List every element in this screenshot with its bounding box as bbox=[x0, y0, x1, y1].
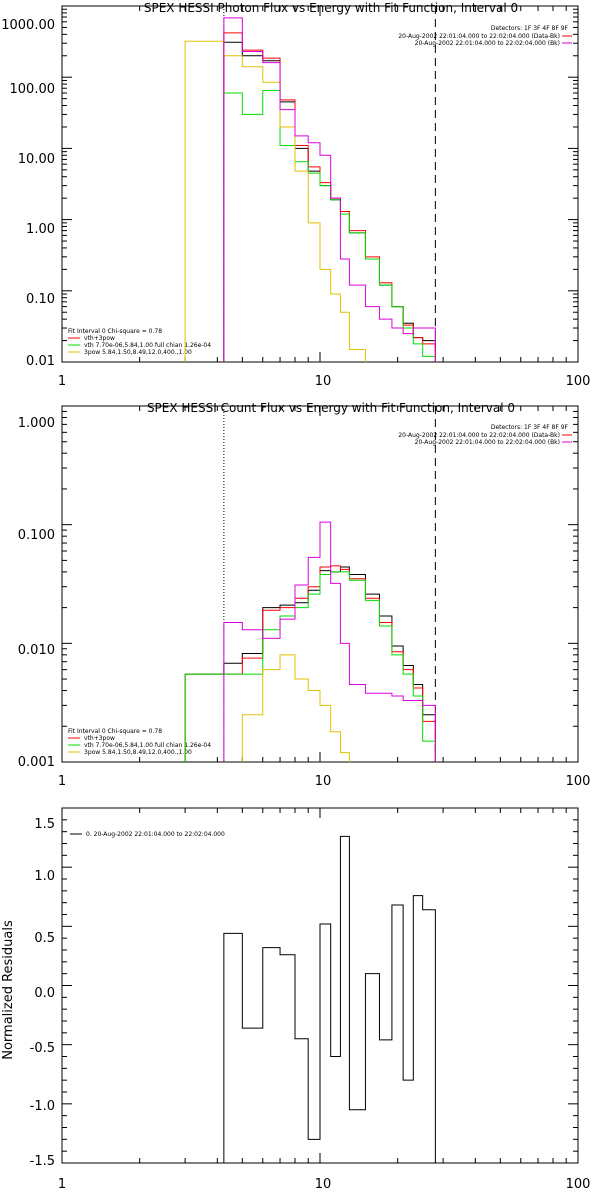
p1-header-detectors: Detectors: 1F 3F 4F 8F 9F bbox=[491, 25, 569, 32]
p3-ytick-1.5: 1.5 bbox=[34, 817, 55, 832]
p2-xtick-1: 1 bbox=[58, 774, 66, 789]
p1-header-data-interval: 20-Aug-2002 22:01:04.000 to 22:02:04.000… bbox=[398, 33, 560, 40]
p3-xtick-10: 10 bbox=[315, 1177, 332, 1192]
photon-flux-panel: SPEX HESSI Photon Flux vs Energy with Fi… bbox=[1, 1, 590, 389]
photon-flux-title: SPEX HESSI Photon Flux vs Energy with Fi… bbox=[144, 1, 518, 15]
p1-xtick-10: 10 bbox=[315, 374, 332, 389]
p1-series-red bbox=[223, 32, 436, 362]
residuals-panel: Normalized Residuals 1.5 1.0 0.5 0.0 -0.… bbox=[1, 817, 590, 1192]
p1-xtick-1: 1 bbox=[58, 374, 66, 389]
p3-ytick-0.5: 0.5 bbox=[34, 931, 55, 946]
p1-xtick-100: 100 bbox=[566, 374, 591, 389]
p2-legend-3pow: 3pow 5.84,1.50,8.49,12.0,400.,1.00 bbox=[84, 749, 192, 756]
p1-ytick-1000: 1000.00 bbox=[1, 18, 55, 33]
p1-series-black bbox=[223, 41, 436, 362]
p1-series-green bbox=[223, 90, 436, 362]
count-flux-panel: SPEX HESSI Count Flux vs Energy with Fit… bbox=[18, 401, 591, 789]
p1-ytick-0.1: 0.10 bbox=[26, 292, 55, 307]
p2-series-magenta bbox=[223, 521, 436, 762]
p2-ytick-1: 1.000 bbox=[18, 416, 55, 431]
p3-ytick-1.0: 1.0 bbox=[34, 869, 55, 884]
p3-legend-interval: 0. 20-Aug-2002 22:01:04.000 to 22:02:04.… bbox=[86, 831, 225, 838]
p3-xtick-100: 100 bbox=[566, 1177, 591, 1192]
p1-ytick-100: 100.00 bbox=[10, 82, 56, 97]
p2-legend-model: vth+3pow bbox=[84, 735, 115, 742]
p2-ytick-0.1: 0.100 bbox=[18, 528, 55, 543]
p2-xtick-100: 100 bbox=[566, 774, 591, 789]
p2-header-detectors: Detectors: 1F 3F 4F 8F 9F bbox=[491, 424, 569, 431]
p1-ytick-10: 10.00 bbox=[18, 152, 55, 167]
p2-legend-vth: vth 7.70e-06,5.84,1.00 full chian 1.26e-… bbox=[84, 742, 211, 749]
p2-ytick-0.001: 0.001 bbox=[18, 755, 55, 770]
p2-xtick-10: 10 bbox=[315, 774, 332, 789]
p1-ytick-1: 1.00 bbox=[26, 222, 55, 237]
p2-header-data-interval: 20-Aug-2002 22:01:04.000 to 22:02:04.000… bbox=[398, 432, 560, 439]
count-flux-title: SPEX HESSI Count Flux vs Energy with Fit… bbox=[147, 401, 515, 415]
p3-ytick-neg1.5: -1.5 bbox=[30, 1154, 55, 1169]
p2-series-yellow bbox=[241, 654, 350, 762]
residuals-ylabel: Normalized Residuals bbox=[1, 920, 16, 1060]
p3-ytick-0.0: 0.0 bbox=[34, 986, 55, 1001]
p3-series-black bbox=[223, 835, 436, 1163]
p1-series-yellow bbox=[184, 40, 366, 362]
p1-header-bk-interval: 20-Aug-2002 22:01:04.000 to 22:02:04.000… bbox=[415, 40, 560, 47]
p1-series-magenta bbox=[223, 17, 436, 362]
p3-ytick-neg1.0: -1.0 bbox=[30, 1099, 55, 1114]
p1-legend-fit: Fit Interval 0 Chi-square = 0.78 bbox=[68, 328, 162, 335]
p2-series-black bbox=[184, 566, 436, 762]
p1-ytick-0.01: 0.01 bbox=[26, 354, 55, 369]
p2-header-bk-interval: 20-Aug-2002 22:01:04.000 to 22:02:04.000… bbox=[415, 439, 560, 446]
p2-ytick-0.01: 0.010 bbox=[18, 643, 55, 658]
p2-series-red bbox=[184, 565, 436, 762]
p2-series-green bbox=[184, 571, 436, 762]
p3-ytick-neg0.5: -0.5 bbox=[30, 1041, 55, 1056]
p1-legend-vth: vth 7.70e-06,5.84,1.00 full chian 1.26e-… bbox=[84, 342, 211, 349]
p1-legend-model: vth+3pow bbox=[84, 335, 115, 342]
p1-legend-3pow: 3pow 5.84,1.50,8.49,12.0,400.,1.00 bbox=[84, 349, 192, 356]
p2-legend-fit: Fit Interval 0 Chi-square = 0.78 bbox=[68, 728, 162, 735]
p3-xtick-1: 1 bbox=[58, 1177, 66, 1192]
